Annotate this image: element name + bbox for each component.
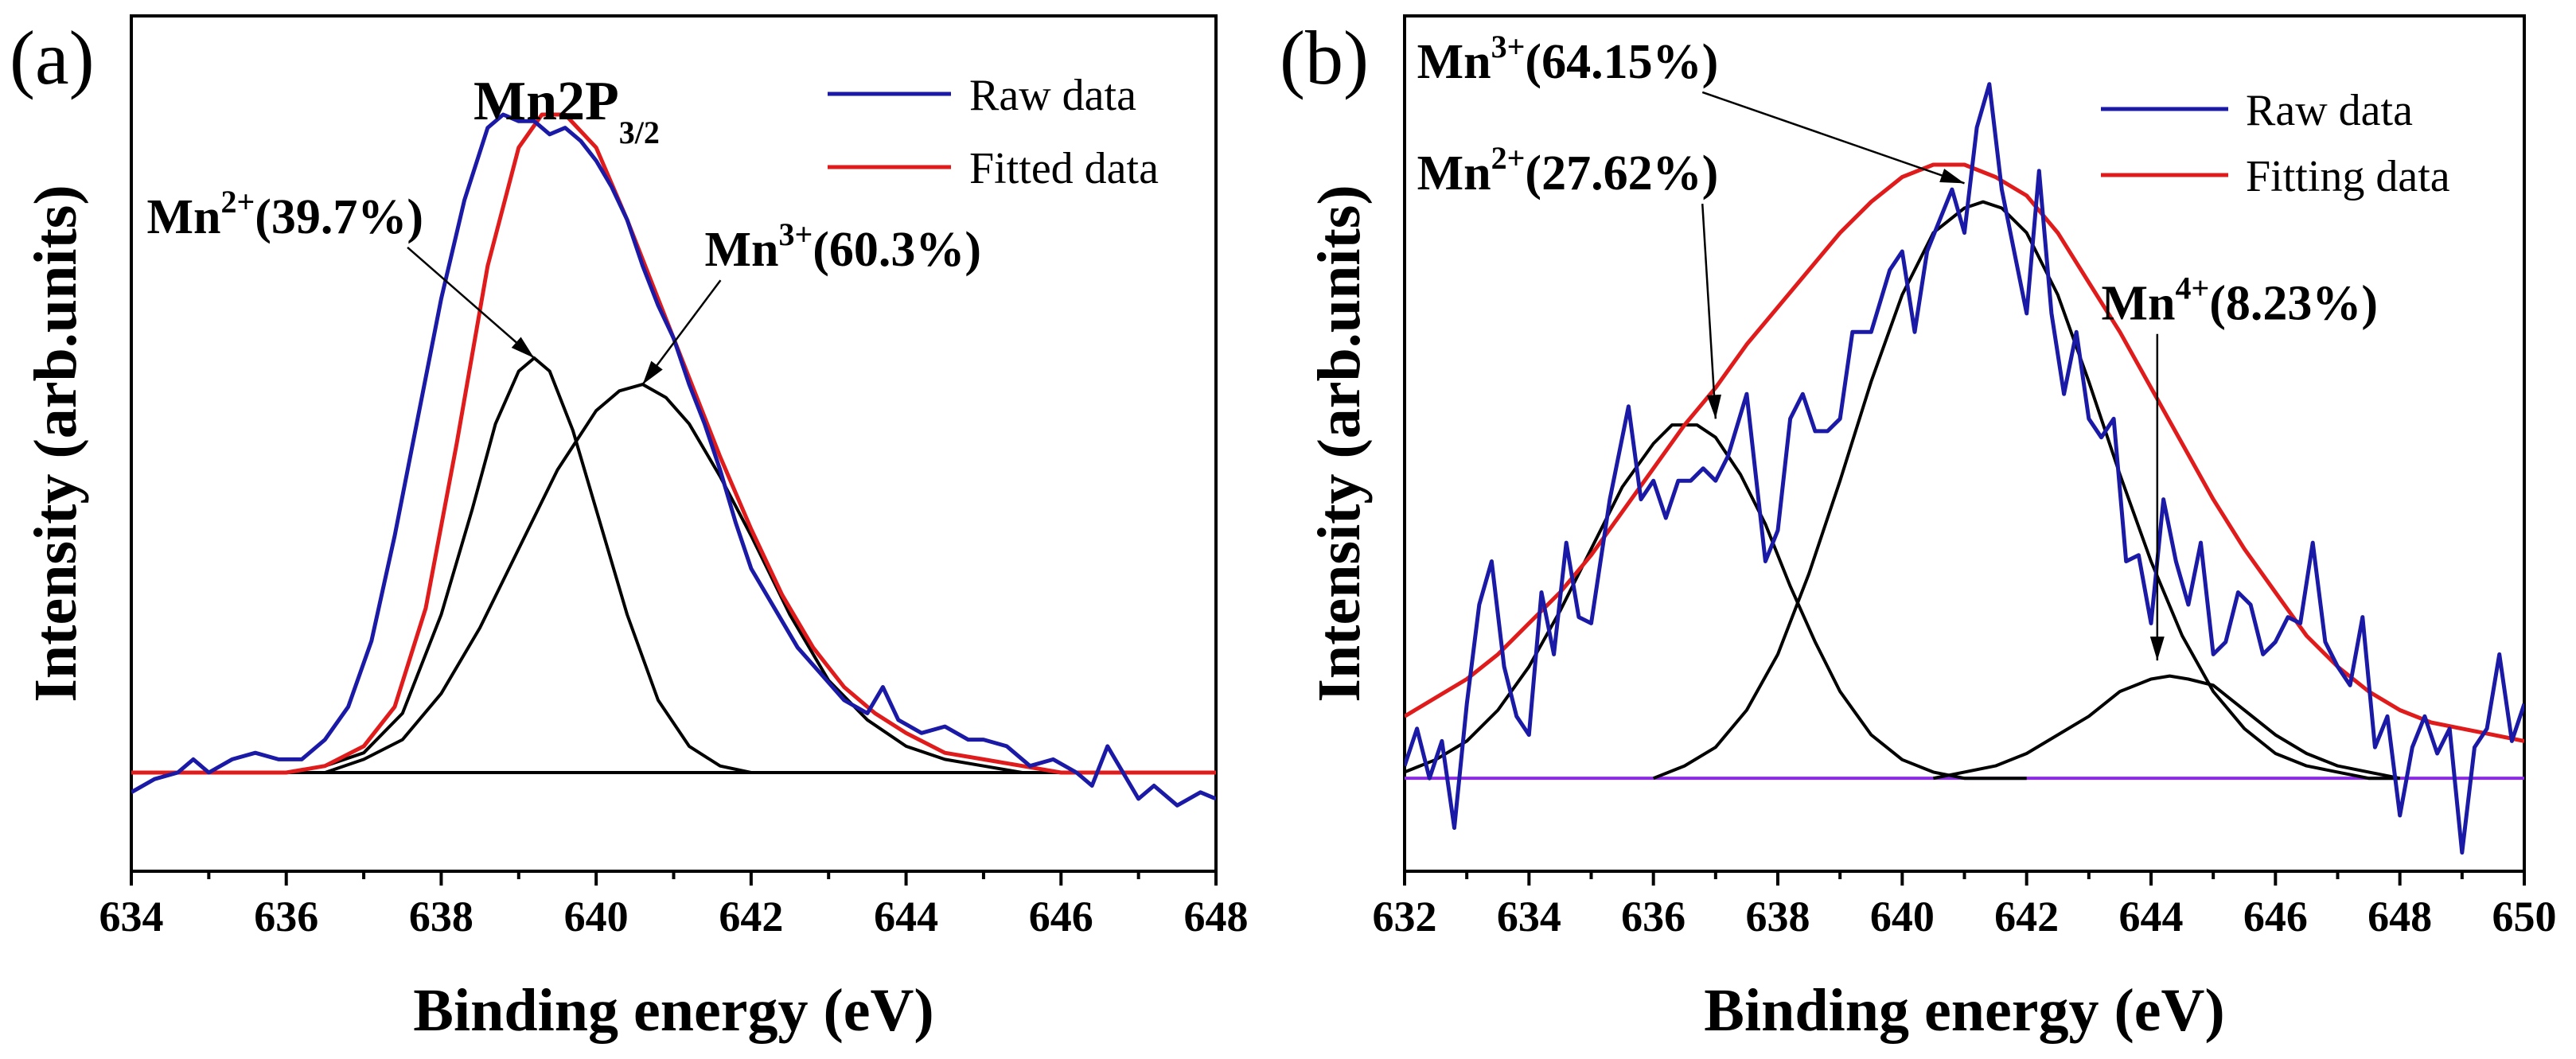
annotation-label: Mn2+(39.7%) [146,184,423,244]
x-tick-label: 636 [254,893,318,940]
annotation-value: (8.23%) [2209,277,2378,331]
x-axis-title: Binding energy (eV) [413,977,933,1044]
data-lines [131,112,1216,808]
annotation-label: Mn2+(27.62%) [1417,140,1719,201]
peak-title-subscript: 3/2 [619,115,660,150]
x-tick-label: 638 [409,893,474,940]
panel-b: (b) 632 634 636 638 640 642 644 646 648 650 Binding… [1280,14,2557,1044]
annotation-label: Mn3+(64.15%) [1417,29,1719,89]
data-lines [1405,82,2524,855]
panel-letter: (b) [1280,15,1369,100]
x-tick-label: 644 [874,893,938,940]
annotation-superscript: 3+ [1491,29,1526,64]
x-tick-label: 642 [719,893,783,940]
x-tick-label: 634 [1497,893,1561,940]
annotation-arrowhead [642,360,663,385]
legend-entry: Fitting data [2246,152,2450,201]
x-tick-label: 640 [564,893,629,940]
annotation-value: (64.15%) [1525,35,1718,89]
annotation-arrowhead [2149,637,2165,661]
x-tick-label: 634 [99,893,164,940]
x-tick-label: 638 [1746,893,1810,940]
fitted-data-line [131,112,1216,775]
legend: Raw data Fitted data [828,71,1159,193]
annotation-value: (60.3%) [813,223,981,277]
annotation-superscript: 2+ [220,184,255,220]
x-tick-label: 632 [1373,893,1437,940]
annotation-value: (27.62%) [1525,146,1718,201]
x-tick-label: 650 [2492,893,2557,940]
y-axis-title: Intensity (arb.units) [22,185,89,702]
annotation-superscript: 4+ [2175,271,2209,306]
y-axis-title: Intensity (arb.units) [1306,185,1373,702]
annotation-arrowhead [1707,394,1721,419]
annotation-arrow [407,246,536,359]
legend-entry: Raw data [969,71,1136,120]
raw-data-line [1405,82,2524,855]
panel-letter: (a) [10,15,95,100]
annotation-arrowhead [511,337,535,358]
annotation-label: Mn3+(60.3%) [704,216,981,277]
mn2-component-line [1405,423,2027,781]
x-tick-label: 646 [1029,893,1093,940]
annotation-superscript: 2+ [1491,140,1526,176]
mn4-component-line [1933,674,2401,781]
x-tick-label: 648 [2368,893,2432,940]
annotation-superscript: 3+ [778,216,813,252]
x-tick-label: 640 [1870,893,1935,940]
annotation-arrowhead [1939,168,1965,184]
annotation-arrow [1701,91,1965,185]
annotation-label: Mn4+(8.23%) [2101,271,2378,331]
x-tick-label: 648 [1184,893,1249,940]
x-tick-label: 646 [2243,893,2308,940]
raw-data-line [131,112,1216,808]
legend-entry: Raw data [2246,86,2413,135]
panel-a: (a) 634 636 638 640 642 644 646 648 Binding energ… [10,14,1249,1044]
x-tick-label: 636 [1621,893,1686,940]
mn3-component-line [286,383,1139,774]
x-tick-label: 644 [2119,893,2184,940]
x-axis-title: Binding energy (eV) [1704,977,2224,1044]
mn2-component-line [286,356,829,774]
annotation-value: (39.7%) [255,190,423,244]
annotation-arrow [1701,204,1717,419]
x-tick-label: 642 [1994,893,2059,940]
legend-entry: Fitted data [969,144,1159,193]
legend: Raw data Fitting data [2101,86,2450,201]
mn3-component-line [1652,200,2400,781]
